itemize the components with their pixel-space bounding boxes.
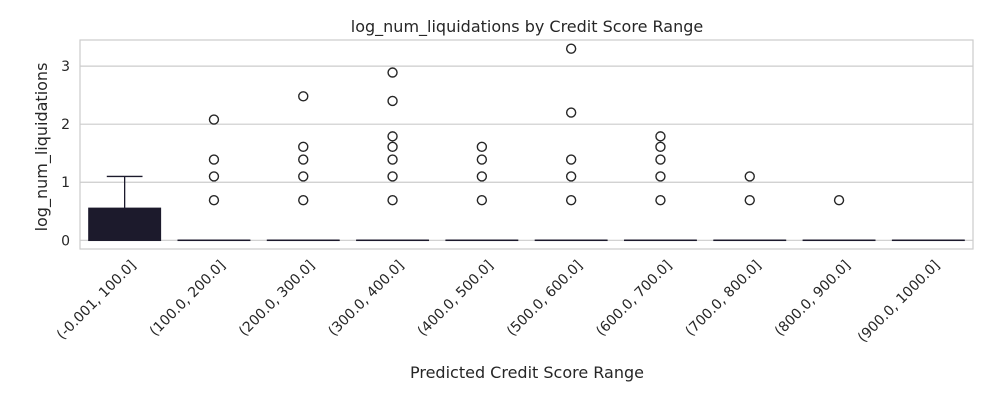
x-tick-label: (800.0, 900.0]: [772, 258, 854, 340]
outlier-point: [744, 195, 755, 206]
box-group: [445, 141, 519, 242]
box-group: [623, 131, 697, 242]
outlier-point: [565, 154, 577, 165]
box-group: [802, 195, 876, 242]
x-tick-label: (400.0, 500.0]: [415, 258, 497, 340]
x-tick-label: (100.0, 200.0]: [147, 258, 229, 340]
outlier-point: [655, 154, 666, 165]
outlier-point: [476, 154, 488, 165]
chart-title: log_num_liquidations by Credit Score Ran…: [351, 17, 703, 37]
outlier-point: [565, 195, 577, 206]
outlier-point: [476, 171, 488, 182]
plot-frame: [79, 39, 974, 250]
y-tick-label: 2: [61, 117, 70, 133]
outlier-point: [387, 141, 398, 153]
x-tick-label: (-0.001, 100.0]: [54, 258, 140, 344]
box-group: [177, 114, 251, 242]
box-group: [356, 67, 430, 242]
outlier-point: [208, 114, 220, 125]
y-tick-label: 3: [61, 59, 70, 75]
x-ticks: (-0.001, 100.0] (100.0, 200.0] (200.0, 300…: [54, 258, 943, 346]
outlier-point: [744, 171, 755, 182]
boxes: [88, 43, 965, 242]
outlier-point: [655, 171, 666, 182]
outlier-point: [476, 195, 488, 206]
outlier-point: [565, 43, 577, 54]
outlier-point: [298, 171, 309, 182]
y-ticks: 0 1 2 3: [61, 59, 70, 249]
x-tick-label: (700.0, 800.0]: [683, 258, 765, 340]
outlier-point: [476, 141, 488, 153]
y-tick-label: 0: [61, 233, 70, 249]
y-axis-title: log_num_liquidations: [32, 63, 52, 232]
box-group: [713, 171, 787, 242]
outlier-point: [298, 141, 309, 153]
outlier-point: [208, 171, 220, 182]
outlier-point: [387, 131, 398, 142]
x-tick-label: (300.0, 400.0]: [325, 258, 407, 340]
outlier-point: [298, 91, 309, 102]
box-group: [88, 175, 162, 242]
x-tick-label: (900.0, 1000.0]: [855, 258, 943, 346]
x-tick-label: (500.0, 600.0]: [504, 258, 586, 340]
outlier-point: [208, 195, 220, 206]
outlier-point: [655, 131, 666, 142]
x-tick-label: (200.0, 300.0]: [236, 258, 318, 340]
outlier-point: [655, 195, 666, 206]
grid-lines: [80, 65, 973, 241]
box: [88, 207, 162, 242]
outlier-point: [387, 195, 398, 206]
outlier-point: [387, 95, 398, 107]
box-group: [534, 43, 608, 242]
outlier-point: [565, 171, 577, 182]
outlier-point: [298, 195, 309, 206]
outlier-point: [565, 107, 577, 118]
outlier-point: [833, 195, 845, 206]
y-tick-label: 1: [61, 175, 70, 191]
x-axis-title: Predicted Credit Score Range: [410, 363, 644, 382]
x-tick-label: (600.0, 700.0]: [593, 258, 675, 340]
outlier-point: [387, 171, 398, 182]
box-group: [266, 91, 340, 242]
outlier-point: [655, 141, 666, 153]
outlier-point: [298, 154, 309, 165]
outlier-point: [387, 67, 398, 78]
outlier-point: [387, 154, 398, 165]
outlier-point: [208, 154, 220, 165]
